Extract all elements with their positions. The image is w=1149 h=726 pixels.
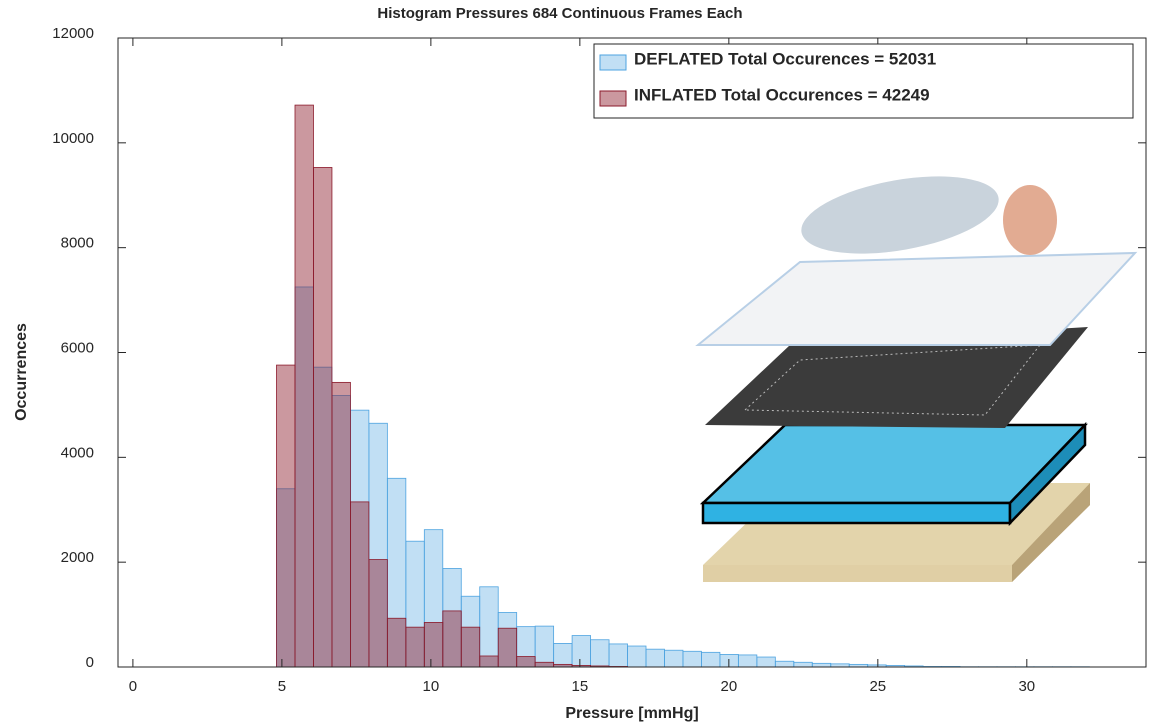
y-tick-label: 8000 xyxy=(61,235,94,252)
sheet xyxy=(695,251,1138,346)
histogram-bar xyxy=(479,586,499,668)
histogram-bar xyxy=(405,626,425,668)
sensor-mesh xyxy=(705,327,1088,428)
histogram-bar xyxy=(811,662,832,668)
x-tick-label: 5 xyxy=(278,678,286,695)
histogram-bar xyxy=(386,617,407,668)
baby-body xyxy=(801,176,999,254)
histogram-bar xyxy=(276,364,296,668)
x-tick-label: 20 xyxy=(720,678,737,695)
histogram-bar xyxy=(442,610,462,668)
x-tick-label: 10 xyxy=(423,678,440,695)
histogram-bar xyxy=(701,651,721,668)
histogram-bar xyxy=(516,656,536,668)
y-tick-label: 4000 xyxy=(61,444,94,461)
legend-swatch xyxy=(599,54,627,71)
histogram-bar xyxy=(497,627,518,668)
histogram-bar xyxy=(737,654,758,668)
histogram-bar xyxy=(460,626,481,668)
histogram-bar xyxy=(331,381,351,668)
histogram-bar xyxy=(664,649,684,668)
x-tick-label: 0 xyxy=(129,678,137,695)
axes: 0 5 10 15 20 25 30 0 2000 4000 6000 8000 10000 12000 xyxy=(52,25,1147,695)
histogram-bar xyxy=(590,639,610,668)
x-axis-label: Pressure [mmHg] xyxy=(565,705,698,722)
y-tick-label: 10000 xyxy=(52,130,94,147)
baby-head xyxy=(1003,185,1057,255)
x-tick-label: 30 xyxy=(1018,678,1035,695)
histogram-bar xyxy=(350,501,370,668)
illustration xyxy=(695,176,1138,582)
histogram-bar xyxy=(608,643,628,668)
histogram-bar xyxy=(682,650,702,668)
histogram-bar xyxy=(534,625,555,668)
y-tick-label: 2000 xyxy=(61,549,94,566)
histogram-bar xyxy=(645,648,665,668)
histogram-bar xyxy=(534,661,555,668)
x-tick-label: 25 xyxy=(869,678,886,695)
histogram-bar xyxy=(627,645,647,668)
histogram-bar xyxy=(571,635,591,668)
y-tick-label: 6000 xyxy=(61,339,94,356)
legend: DEFLATED Total Occurences = 52031 INFLATE… xyxy=(593,43,1134,119)
base-side xyxy=(1012,483,1090,582)
histogram-bar xyxy=(294,104,314,668)
histogram-bar xyxy=(423,622,444,668)
y-axis-label: Occurrences xyxy=(13,323,30,421)
legend-box xyxy=(593,43,1134,119)
legend-swatch xyxy=(599,90,627,107)
histogram-bar xyxy=(313,167,333,668)
histogram-bar xyxy=(793,661,813,668)
foam-front xyxy=(701,501,1012,525)
histogram-bar xyxy=(553,643,573,668)
histogram-bar xyxy=(756,656,776,668)
chart-title: Histogram Pressures 684 Continuous Frame… xyxy=(377,5,742,22)
x-tick-label: 15 xyxy=(572,678,589,695)
histogram-bar xyxy=(479,655,499,668)
foam-side xyxy=(1008,421,1087,527)
y-tick-label: 12000 xyxy=(52,25,94,42)
y-tick-label: 0 xyxy=(86,654,94,671)
histogram-bar xyxy=(368,559,388,668)
histogram-bar xyxy=(774,660,795,668)
legend-label: INFLATED Total Occurences = 42249 xyxy=(634,85,930,104)
legend-label: DEFLATED Total Occurences = 52031 xyxy=(634,49,936,68)
